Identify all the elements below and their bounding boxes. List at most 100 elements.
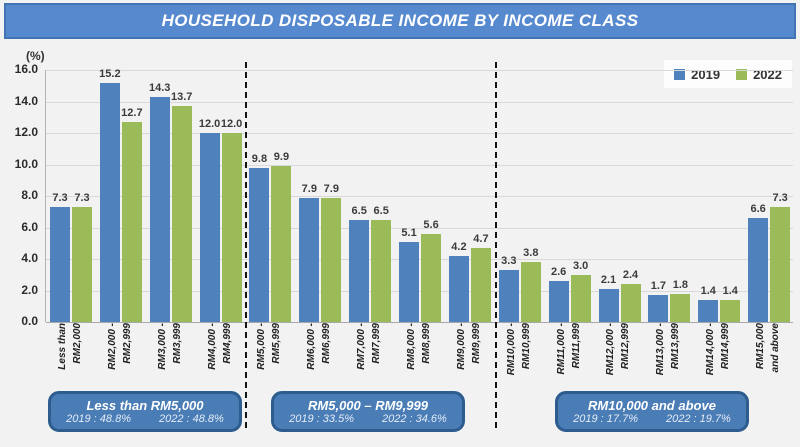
legend-swatch-2019 [674,68,686,80]
y-tick-label: 2.0 [21,282,38,297]
plot-area: 7.3 7.3 15.2 12.7 14.3 13.7 12.0 12.0 9.8 9.9 7.9 7… [45,68,793,323]
bar-value-label: 9.9 [273,151,290,163]
x-axis-label: RM15,000 and above [755,323,782,373]
y-tick-label: 12.0 [14,125,38,139]
chart-title-bar: HOUSEHOLD DISPOSABLE INCOME BY INCOME CL… [4,3,796,39]
y-tick-label: 6.0 [21,219,38,234]
bar-value-label: 1.4 [722,285,738,297]
section-stat-2019: 2019 : 48.8% [66,412,131,425]
y-axis-unit-label: (%) [26,49,45,63]
bar-2019-8 [448,256,469,322]
bar-value-label: 3.0 [573,260,589,272]
bar-value-label: 7.9 [323,183,339,195]
x-axis-label: RM7,000 - RM7,999 [356,323,383,370]
gridline [46,196,793,197]
bar-2019-3 [199,133,220,322]
x-axis-label: RM10,000 - RM10,999 [505,323,532,376]
bar-2022-9 [520,262,541,322]
section-stat-2022: 2022 : 48.8% [159,412,224,425]
bar-value-label: 7.3 [772,192,788,204]
gridline [46,259,793,260]
legend-swatch-2022 [736,68,748,80]
bar-value-label: 7.3 [52,192,68,204]
chart-title: HOUSEHOLD DISPOSABLE INCOME BY INCOME CL… [161,11,639,30]
section-divider-2 [495,62,497,428]
gridline [46,101,793,103]
section-box-title: Less than RM5,000 [86,397,204,413]
bar-2019-10 [548,281,569,322]
bar-2022-4 [271,166,292,322]
bar-2022-14 [770,207,791,322]
section-box-title: RM10,000 and above [588,397,716,413]
bar-value-label: 3.3 [501,255,517,267]
bar-2022-5 [321,198,342,322]
bar-value-label: 6.6 [750,203,766,215]
bar-value-label: 6.5 [351,205,367,217]
x-axis-label: RM2,000 - RM2,999 [106,323,133,370]
bar-value-label: 7.9 [301,183,317,195]
x-axis-label: RM6,000 - RM6,999 [306,323,333,370]
bar-2022-12 [670,294,691,322]
section-box-title: RM5,000 – RM9,999 [308,397,428,413]
bar-value-label: 12.7 [121,107,143,119]
bar-2022-1 [121,122,142,322]
section-stat-2022: 2022 : 19.7% [666,412,731,425]
bar-2019-11 [598,289,619,322]
gridline [46,164,793,166]
section-box-less-than-rm5000: Less than RM5,000 2019 : 48.8% 2022 : 48… [48,391,242,432]
bar-2022-6 [371,220,392,322]
section-stat-2022: 2022 : 34.6% [382,412,447,425]
section-stat-2019: 2019 : 17.7% [573,412,638,425]
bar-2022-0 [72,207,92,322]
bar-2019-0 [50,207,70,322]
y-tick-label: 16.0 [14,62,38,76]
bar-2019-12 [648,295,669,322]
y-tick-label: 14.0 [14,93,38,108]
bar-2022-13 [720,300,741,322]
bar-value-label: 9.8 [251,153,268,165]
section-box-stats: 2019 : 48.8% 2022 : 48.8% [66,413,224,426]
bar-value-label: 4.2 [451,241,467,253]
bar-2022-8 [470,248,491,322]
section-box-stats: 2019 : 17.7% 2022 : 19.7% [573,413,731,426]
bar-2019-6 [349,220,370,322]
bar-value-label: 5.1 [401,227,417,239]
x-axis-label: RM11,000 - RM11,999 [555,323,582,375]
x-axis-label: RM8,000 - RM8,999 [406,323,432,370]
bar-2019-7 [399,242,420,322]
x-axis-label: RM5,000 - RM5,999 [256,323,283,370]
bar-2022-7 [421,234,442,322]
y-tick-label: 10.0 [14,156,38,171]
x-axis-label: RM3,000 - RM3,999 [156,323,183,370]
bar-value-label: 12.0 [198,118,221,130]
bar-value-label: 1.7 [650,280,667,292]
bar-2022-2 [171,106,192,322]
bar-2022-10 [570,275,591,322]
bar-2019-13 [698,300,719,322]
bar-2019-5 [299,198,320,322]
section-box-rm10000-above: RM10,000 and above 2019 : 17.7% 2022 : 1… [555,391,749,432]
gridline [46,322,793,323]
bar-value-label: 7.3 [74,192,90,204]
bar-value-label: 2.1 [600,274,617,286]
bar-value-label: 2.6 [551,266,567,278]
gridline [46,290,793,292]
bar-2019-9 [498,270,519,322]
bar-value-label: 2.4 [622,269,639,281]
bar-value-label: 5.6 [423,219,439,231]
bar-value-label: 14.3 [149,82,171,94]
gridline [46,70,793,71]
bar-2022-3 [221,133,242,322]
x-axis-labels: Less than RM2,000 RM2,000 - RM2,999 RM3,000 … [45,323,793,399]
gridline [46,133,793,134]
y-tick-label: 0.0 [21,314,38,328]
y-tick-label: 4.0 [21,251,38,265]
bar-2019-1 [99,83,120,322]
x-axis-label: RM13,000 - RM13,999 [655,323,682,376]
bar-2022-11 [620,284,641,322]
section-box-rm5000-rm9999: RM5,000 – RM9,999 2019 : 33.5% 2022 : 34… [271,391,465,432]
bar-value-label: 12.0 [220,118,243,130]
bar-value-label: 13.7 [171,91,193,103]
bar-value-label: 6.5 [373,205,389,217]
